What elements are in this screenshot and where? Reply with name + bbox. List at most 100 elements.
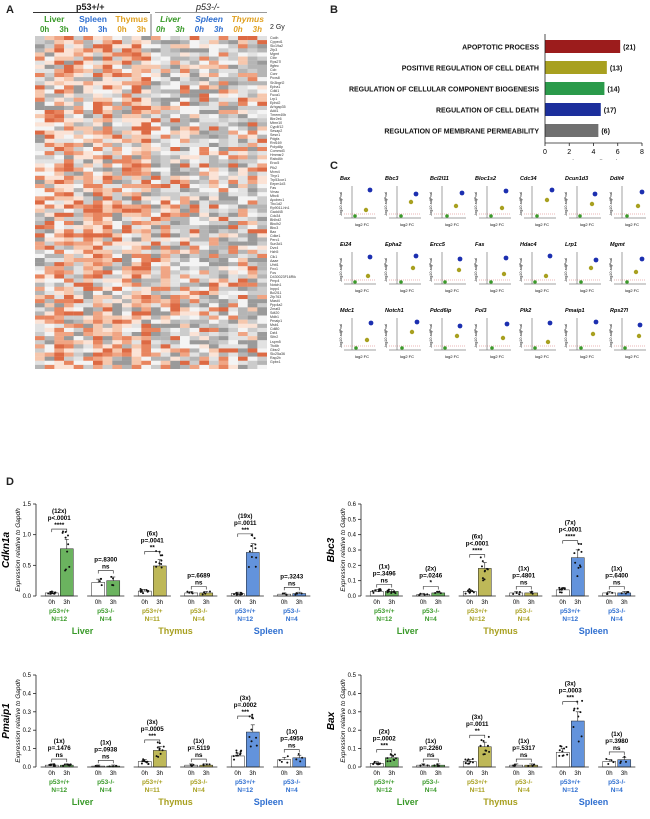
heatmap-cell <box>228 319 239 324</box>
heatmap-cell <box>209 114 219 119</box>
heatmap-cell <box>257 290 267 296</box>
heatmap-cell <box>102 36 113 41</box>
genotype-label: p53-/- <box>515 779 532 786</box>
p-value: p=.5119 <box>187 745 210 752</box>
heatmap-cell <box>218 364 229 369</box>
time-tick-label: 3h <box>156 600 163 606</box>
heatmap-cell <box>218 262 229 267</box>
heatmap-cell <box>218 105 229 111</box>
heatmap-cell <box>112 311 123 316</box>
heatmap-cell <box>209 212 219 218</box>
heatmap-cell <box>199 327 210 333</box>
data-point <box>573 552 576 555</box>
go-x-tick-label: 0 <box>543 149 547 156</box>
gene-label: Aaae <box>270 258 279 263</box>
go-bar <box>545 82 605 95</box>
data-point <box>483 569 486 572</box>
gene-label: Pcxs8 <box>270 76 280 81</box>
heatmap-cell <box>180 85 190 90</box>
heatmap-cell <box>228 332 239 337</box>
go-count: (17) <box>604 108 616 115</box>
heatmap-cell <box>112 97 123 102</box>
sig-stars: ns <box>55 752 63 759</box>
heatmap-cell <box>199 48 210 53</box>
heatmap-cell <box>189 114 200 119</box>
heatmap-cell <box>218 311 229 316</box>
heatmap-cell <box>122 151 132 156</box>
heatmap-cell <box>112 348 123 353</box>
heatmap-cell <box>131 348 142 353</box>
heatmap-cell <box>218 89 229 94</box>
heatmap-cell <box>199 151 210 156</box>
heatmap-cell <box>35 122 45 127</box>
heatmap-cell <box>83 295 94 300</box>
heatmap-cell <box>102 253 113 259</box>
heatmap-cell <box>238 142 248 148</box>
heatmap-cell <box>44 167 55 172</box>
volcano-point-thymus <box>456 267 462 273</box>
gene-label: Ctbr <box>270 56 277 61</box>
heatmap-cell <box>238 77 248 82</box>
heatmap-cell <box>64 221 74 226</box>
heatmap-cell <box>209 134 219 139</box>
heatmap-cell <box>102 303 113 308</box>
heatmap-cell <box>228 179 239 185</box>
heatmap-cell <box>93 299 103 304</box>
gene-label: Fnx1 <box>270 266 278 271</box>
heatmap-cell <box>54 64 65 70</box>
time-tick-label: 3h <box>621 771 628 777</box>
heatmap-cell <box>209 327 219 333</box>
volcano-point-liver <box>354 346 358 350</box>
heatmap-cell <box>54 200 65 205</box>
volcano-x-label: log2 FC <box>400 354 414 359</box>
heatmap-cell <box>73 299 84 304</box>
go-count: (14) <box>607 87 619 94</box>
heatmap-cell <box>238 233 248 238</box>
heatmap-cell <box>122 105 132 111</box>
heatmap-cell <box>189 97 200 102</box>
heatmap-cell <box>170 262 181 267</box>
heatmap-cell <box>160 192 171 197</box>
heatmap-cell <box>228 114 239 119</box>
heatmap-cell <box>199 159 210 164</box>
heatmap-cell <box>189 171 200 176</box>
heatmap-cell <box>93 290 103 296</box>
tissue-label: Liver <box>397 626 419 636</box>
heatmap-cell <box>151 60 161 65</box>
heatmap-cell <box>35 356 45 361</box>
heatmap-cell <box>73 138 84 144</box>
heatmap-cell <box>199 163 210 168</box>
data-point <box>155 560 158 563</box>
heatmap-cell <box>122 249 132 255</box>
sig-bracket <box>51 758 68 763</box>
data-point <box>158 742 161 745</box>
data-point <box>51 592 54 595</box>
heatmap-cell <box>170 344 181 349</box>
fold-change: (6x) <box>472 534 483 541</box>
heatmap-cell <box>93 344 103 349</box>
heatmap-cell <box>151 245 161 250</box>
heatmap-cell <box>54 266 65 271</box>
heatmap-cell <box>247 319 258 324</box>
go-x-tick-label: 2 <box>567 149 571 156</box>
heatmap-cell <box>112 212 123 218</box>
heatmap-cell <box>112 40 123 45</box>
genotype-label: p53+/+ <box>374 779 395 786</box>
heatmap-cell <box>228 142 239 148</box>
data-point <box>392 755 395 758</box>
heatmap-cell <box>160 130 171 135</box>
data-point <box>47 592 50 595</box>
data-point <box>579 711 582 714</box>
heatmap-cell <box>44 282 55 287</box>
heatmap-cell <box>209 274 219 279</box>
volcano-point-thymus <box>364 337 370 343</box>
data-point <box>386 757 389 760</box>
sig-stars: ns <box>195 752 203 759</box>
heatmap-cell <box>83 56 94 61</box>
heatmap-cell <box>238 130 248 135</box>
heatmap-cell <box>180 122 190 127</box>
heatmap-cell <box>64 155 74 160</box>
heatmap-cell <box>35 344 45 349</box>
volcano-point-spleen <box>504 321 510 327</box>
heatmap-cell <box>160 60 171 65</box>
